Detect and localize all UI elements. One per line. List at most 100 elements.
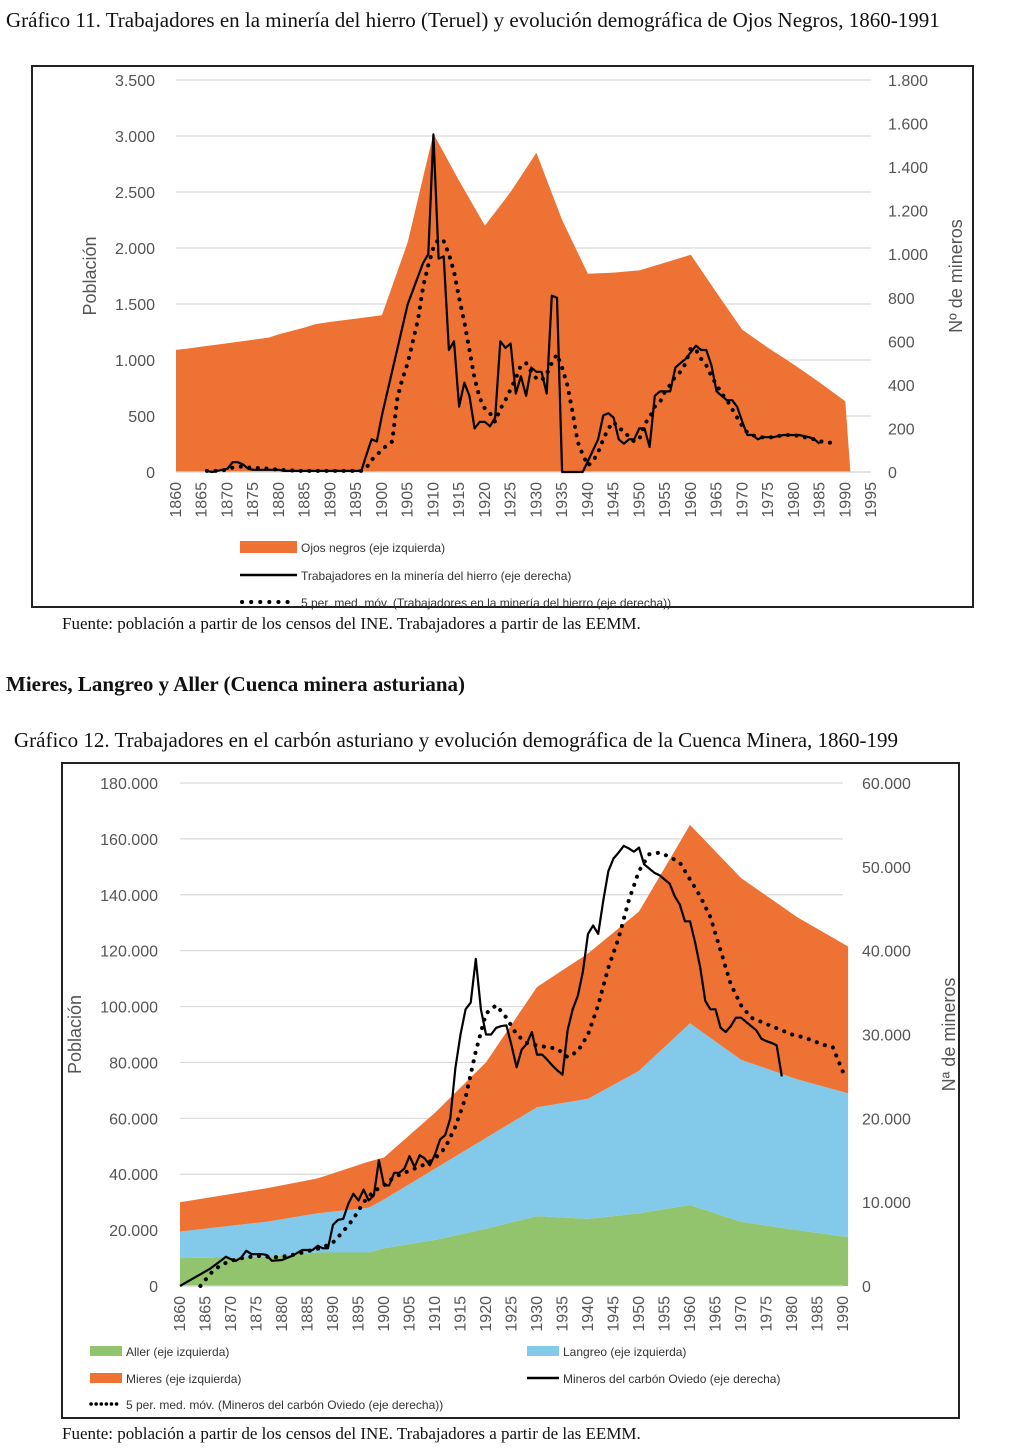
- y2-tick-label: 0: [862, 1279, 871, 1296]
- y-tick-label: 100.000: [100, 1000, 158, 1017]
- x-tick-label: 1910: [427, 1296, 444, 1332]
- x-tick-label: 1905: [400, 482, 417, 518]
- line-mineros-carbon: [179, 844, 783, 1287]
- area-ojos-negros: [176, 133, 851, 473]
- x-tick-label: 1930: [528, 482, 545, 518]
- x-tick-label: 1970: [734, 482, 751, 518]
- line-media-movil-carbon: [198, 850, 845, 1288]
- y2-tick-label: 400: [888, 378, 915, 395]
- y2-tick-label: 40.000: [862, 944, 911, 961]
- x-tick-label: 1895: [348, 482, 365, 518]
- x-tick-label: 1955: [657, 482, 674, 518]
- x-tick-label: 1875: [249, 1296, 266, 1332]
- area-langreo: [180, 1023, 849, 1259]
- legend-swatch-aller: [90, 1346, 122, 1356]
- y-axis-title: Población: [65, 995, 85, 1074]
- x-tick-label: 1990: [835, 1296, 852, 1332]
- y-tick-label: 120.000: [100, 944, 158, 961]
- x-tick-label: 1880: [271, 482, 288, 518]
- x-tick-label: 1880: [274, 1296, 291, 1332]
- y-axis-title: Población: [80, 236, 100, 315]
- y-tick-label: 80.000: [109, 1055, 158, 1072]
- chart2-source: Fuente: población a partir de los censos…: [62, 1424, 641, 1443]
- y2-tick-label: 50.000: [862, 860, 911, 877]
- x-tick-label: 1860: [172, 1296, 189, 1332]
- x-tick-label: 1995: [863, 482, 880, 518]
- x-tick-label: 1925: [503, 482, 520, 518]
- x-tick-label: 1890: [325, 1296, 342, 1332]
- y2-axis-title: Nª de mineros: [939, 978, 959, 1092]
- y-tick-label: 1.000: [115, 353, 155, 370]
- x-tick-label: 1920: [478, 1296, 495, 1332]
- x-tick-label: 1950: [631, 482, 648, 518]
- area-aller: [180, 1205, 849, 1286]
- y2-tick-label: 800: [888, 291, 915, 308]
- x-tick-label: 1960: [682, 1296, 699, 1332]
- x-tick-label: 1940: [580, 1296, 597, 1332]
- y2-tick-label: 600: [888, 334, 915, 351]
- y-tick-label: 0: [149, 1279, 158, 1296]
- legend-label-langreo: Langreo (eje izquierda): [563, 1345, 686, 1359]
- y-tick-label: 500: [128, 409, 155, 426]
- y2-tick-label: 0: [888, 465, 897, 482]
- y-tick-label: 2.000: [115, 241, 155, 258]
- y2-axis-title: Nº de mineros: [946, 219, 966, 333]
- x-tick-label: 1960: [683, 482, 700, 518]
- chart1-svg: 0 500 1.000 1.500 2.000 2.500 3.000 3.500 0 200 40…: [80, 73, 966, 610]
- x-tick-label: 1965: [709, 482, 726, 518]
- y-tick-label: 1.500: [115, 297, 155, 314]
- x-tick-label: 1945: [606, 482, 623, 518]
- y-tick-label: 20.000: [109, 1223, 158, 1240]
- y2-tick-label: 1.400: [888, 160, 928, 177]
- y-tick-label: 60.000: [109, 1111, 158, 1128]
- x-tick-label: 1975: [759, 1296, 776, 1332]
- chart1-frame: [31, 65, 974, 608]
- x-tick-label: 1885: [297, 482, 314, 518]
- x-tick-label: 1875: [245, 482, 262, 518]
- y2-tick-label: 1.200: [888, 204, 928, 221]
- legend-label-trabajadores: Trabajadores en la minería del hierro (e…: [301, 569, 571, 583]
- x-tick-label: 1905: [402, 1296, 419, 1332]
- legend-swatch-mieres: [90, 1373, 122, 1383]
- y-tick-label: 180.000: [100, 776, 158, 793]
- legend-label-media-movil: 5 per. med. móv. (Trabajadores en la min…: [301, 596, 671, 610]
- x-tick-label: 1915: [453, 1296, 470, 1332]
- y2-tick-label: 30.000: [862, 1028, 911, 1045]
- legend-swatch-ojos-negros: [240, 541, 297, 553]
- y-tick-label: 3.500: [115, 73, 155, 90]
- x-tick-label: 1910: [425, 482, 442, 518]
- y2-tick-label: 60.000: [862, 776, 911, 793]
- x-tick-label: 1990: [837, 482, 854, 518]
- x-tick-label: 1915: [451, 482, 468, 518]
- y2-tick-label: 1.800: [888, 73, 928, 90]
- x-tick-label: 1980: [784, 1296, 801, 1332]
- x-tick-label: 1870: [223, 1296, 240, 1332]
- y-tick-label: 2.500: [115, 185, 155, 202]
- legend-label-mieres: Mieres (eje izquierda): [126, 1372, 241, 1386]
- x-tick-label: 1925: [504, 1296, 521, 1332]
- x-tick-label: 1870: [219, 482, 236, 518]
- x-tick-label: 1975: [760, 482, 777, 518]
- x-tick-label: 1985: [812, 482, 829, 518]
- chart2-frame: [61, 762, 960, 1419]
- y2-tick-label: 1.000: [888, 247, 928, 264]
- x-tick-label: 1980: [786, 482, 803, 518]
- y-tick-label: 3.000: [115, 129, 155, 146]
- area-mieres: [180, 824, 849, 1232]
- x-tick-label: 1920: [477, 482, 494, 518]
- x-tick-label: 1965: [708, 1296, 725, 1332]
- legend-label-media-movil-carbon: 5 per. med. móv. (Mineros del carbón Ovi…: [126, 1398, 443, 1412]
- x-tick-label: 1900: [376, 1296, 393, 1332]
- legend-label-ojos-negros: Ojos negros (eje izquierda): [301, 541, 445, 555]
- y-tick-label: 160.000: [100, 832, 158, 849]
- section-heading: Mieres, Langreo y Aller (Cuenca minera a…: [6, 672, 466, 696]
- x-tick-label: 1865: [198, 1296, 215, 1332]
- x-tick-label: 1885: [300, 1296, 317, 1332]
- x-tick-label: 1970: [733, 1296, 750, 1332]
- x-tick-label: 1860: [168, 482, 185, 518]
- x-tick-label: 1950: [631, 1296, 648, 1332]
- y2-tick-label: 10.000: [862, 1195, 911, 1212]
- y-tick-label: 0: [146, 465, 155, 482]
- line-trabajadores-hierro: [206, 133, 821, 474]
